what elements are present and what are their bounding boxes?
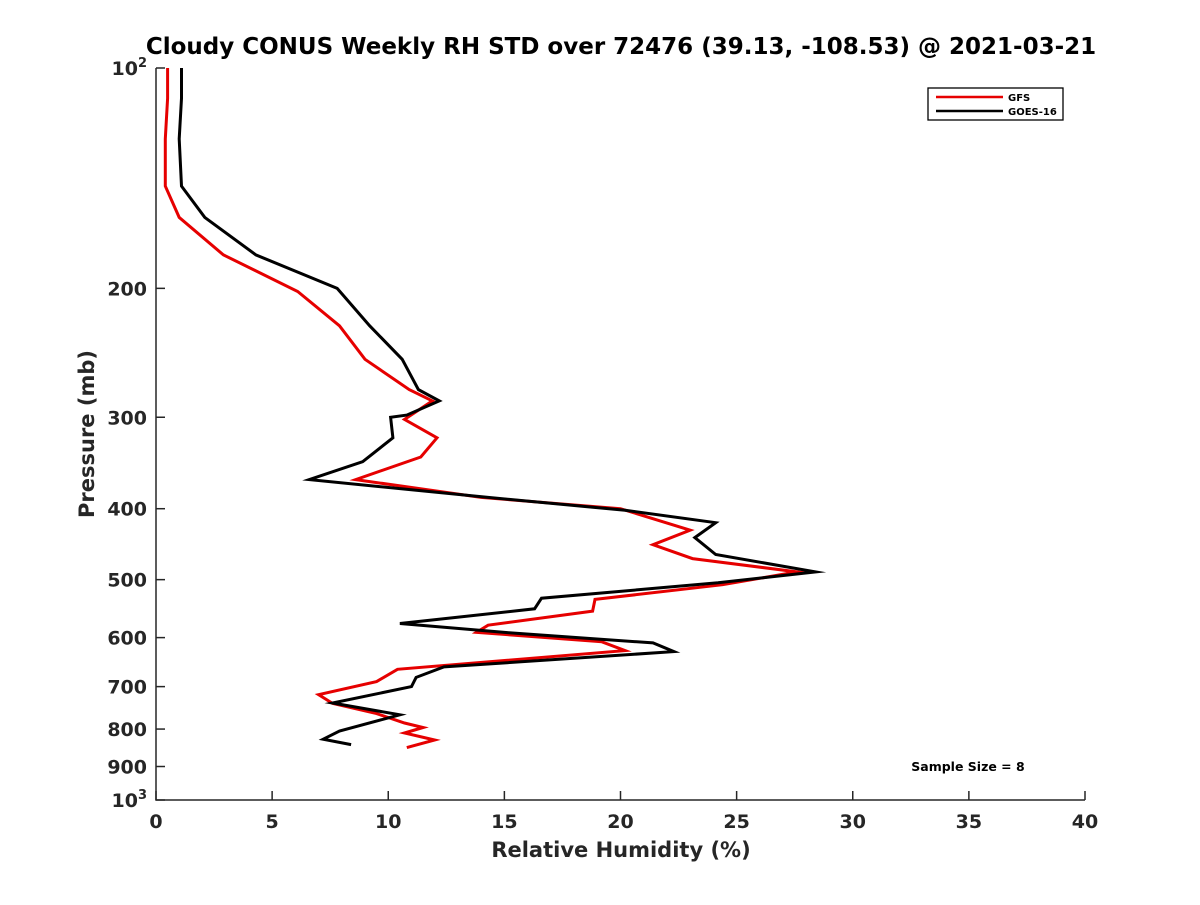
y-tick-label: 800: [107, 719, 147, 741]
y-tick-label: 600: [107, 628, 147, 650]
sample-size-annotation: Sample Size = 8: [911, 759, 1024, 774]
legend-label-goes-16: GOES-16: [1008, 107, 1057, 118]
x-axis-ticks: 0 5 10 15 20 25 30 35 40: [149, 791, 1098, 833]
y-tick-label: 103: [112, 788, 148, 812]
x-tick-label: 10: [375, 811, 401, 833]
y-tick-label: 400: [107, 499, 147, 521]
series-layer: [163, 68, 827, 750]
legend[interactable]: GFS GOES-16: [927, 87, 1064, 121]
x-tick-label: 15: [491, 811, 517, 833]
y-tick-label: 300: [107, 407, 147, 429]
x-tick-label: 20: [607, 811, 633, 833]
x-tick-label: 0: [149, 811, 162, 833]
y-tick-label: 900: [107, 757, 147, 779]
chart-title: Cloudy CONUS Weekly RH STD over 72476 (3…: [146, 34, 1096, 60]
x-tick-label: 35: [956, 811, 982, 833]
legend-box: [927, 87, 1064, 121]
series-line-goes-16: [177, 68, 827, 747]
legend-label-gfs: GFS: [1008, 93, 1030, 104]
x-tick-label: 40: [1072, 811, 1098, 833]
y-tick-label: 200: [107, 278, 147, 300]
x-tick-label: 25: [723, 811, 749, 833]
y-tick-label: 700: [107, 677, 147, 699]
y-tick-label: 500: [107, 570, 147, 592]
y-axis-label: Pressure (mb): [75, 350, 99, 518]
x-tick-label: 5: [266, 811, 279, 833]
y-tick-label: 102: [112, 56, 148, 80]
x-tick-label: 30: [840, 811, 866, 833]
x-axis-label: Relative Humidity (%): [491, 838, 750, 862]
y-axis-ticks: 102 200 300 400 500 600 700 800 900 103: [107, 56, 165, 812]
